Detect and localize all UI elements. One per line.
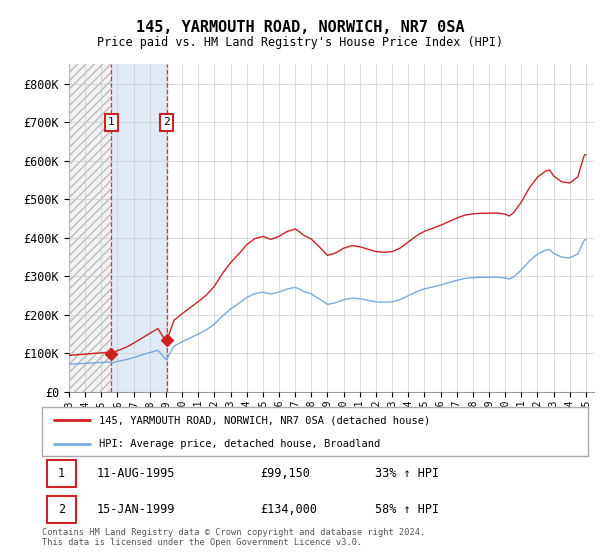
Bar — [112, 64, 167, 392]
Text: 145, YARMOUTH ROAD, NORWICH, NR7 0SA: 145, YARMOUTH ROAD, NORWICH, NR7 0SA — [136, 20, 464, 35]
Text: 1: 1 — [58, 467, 65, 480]
Text: HPI: Average price, detached house, Broadland: HPI: Average price, detached house, Broa… — [100, 439, 380, 449]
Text: £134,000: £134,000 — [260, 503, 317, 516]
FancyBboxPatch shape — [47, 496, 76, 523]
Text: 15-JAN-1999: 15-JAN-1999 — [97, 503, 175, 516]
Text: Contains HM Land Registry data © Crown copyright and database right 2024.
This d: Contains HM Land Registry data © Crown c… — [42, 528, 425, 547]
Text: 58% ↑ HPI: 58% ↑ HPI — [375, 503, 439, 516]
Text: 145, YARMOUTH ROAD, NORWICH, NR7 0SA (detached house): 145, YARMOUTH ROAD, NORWICH, NR7 0SA (de… — [100, 416, 431, 426]
Bar — [69, 64, 112, 392]
Text: 1: 1 — [108, 117, 115, 127]
Bar — [69, 64, 112, 392]
Text: 33% ↑ HPI: 33% ↑ HPI — [375, 467, 439, 480]
Text: 11-AUG-1995: 11-AUG-1995 — [97, 467, 175, 480]
FancyBboxPatch shape — [42, 407, 588, 456]
FancyBboxPatch shape — [47, 460, 76, 487]
Text: £99,150: £99,150 — [260, 467, 310, 480]
Text: 2: 2 — [163, 117, 170, 127]
Text: Price paid vs. HM Land Registry's House Price Index (HPI): Price paid vs. HM Land Registry's House … — [97, 36, 503, 49]
Text: 2: 2 — [58, 503, 65, 516]
